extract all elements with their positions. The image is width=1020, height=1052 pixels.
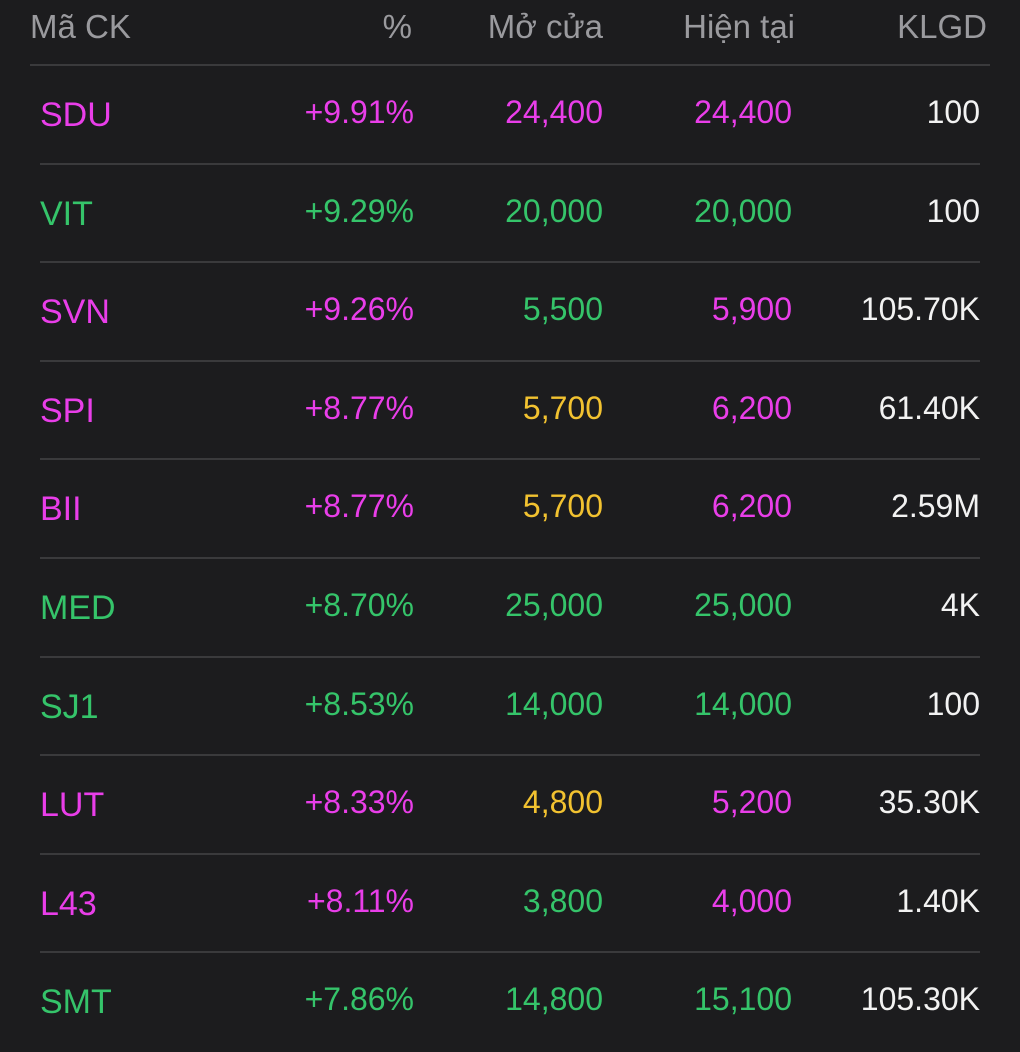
- stock-symbol: SPI: [40, 391, 95, 430]
- trading-volume: 1.40K: [896, 882, 980, 919]
- table-row[interactable]: LUT +8.33% 4,800 5,200 35.30K: [0, 756, 1020, 855]
- column-header-symbol[interactable]: Mã CK: [30, 8, 131, 45]
- column-header-current[interactable]: Hiện tại: [683, 8, 795, 45]
- row-divider: [40, 261, 980, 264]
- trading-volume: 100: [926, 94, 980, 130]
- open-price: 3,800: [522, 882, 603, 919]
- stock-symbol: SDU: [40, 96, 112, 134]
- trading-volume: 100: [926, 192, 980, 229]
- current-price: 15,100: [694, 981, 792, 1018]
- current-price: 14,000: [694, 685, 792, 722]
- open-price: 24,400: [505, 94, 603, 130]
- open-price: 5,500: [522, 291, 603, 328]
- current-price: 4,000: [711, 882, 792, 919]
- row-divider: [40, 852, 980, 855]
- table-row[interactable]: SDU +9.91% 24,400 24,400 100: [0, 66, 1020, 165]
- percent-change: +8.77%: [304, 488, 414, 525]
- trading-volume: 105.30K: [860, 981, 980, 1018]
- row-divider: [40, 162, 980, 165]
- stock-symbol: BII: [40, 490, 82, 529]
- column-header-open[interactable]: Mở cửa: [487, 8, 603, 45]
- percent-change: +8.53%: [304, 685, 414, 722]
- percent-change: +7.86%: [304, 981, 414, 1018]
- stock-table-body: SDU +9.91% 24,400 24,400 100 VIT +9.29% 20,000 2…: [0, 66, 1020, 1052]
- open-price: 25,000: [505, 586, 603, 623]
- trading-volume: 4K: [940, 586, 980, 623]
- table-row[interactable]: L43 +8.11% 3,800 4,000 1.40K: [0, 855, 1020, 954]
- trading-volume: 100: [926, 685, 980, 722]
- current-price: 6,200: [711, 488, 792, 525]
- stock-symbol: VIT: [40, 194, 93, 233]
- open-price: 14,000: [505, 685, 603, 722]
- current-price: 25,000: [694, 586, 792, 623]
- row-divider: [40, 951, 980, 954]
- row-divider: [40, 655, 980, 658]
- percent-change: +8.11%: [306, 882, 414, 919]
- table-row[interactable]: MED +8.70% 25,000 25,000 4K: [0, 559, 1020, 658]
- percent-change: +9.91%: [304, 94, 414, 130]
- percent-change: +8.77%: [304, 389, 414, 426]
- row-divider: [40, 754, 980, 757]
- row-divider: [40, 458, 980, 461]
- open-price: 4,800: [522, 784, 603, 821]
- column-header-percent[interactable]: %: [382, 8, 412, 45]
- table-row[interactable]: BII +8.77% 5,700 6,200 2.59M: [0, 460, 1020, 559]
- open-price: 14,800: [505, 981, 603, 1018]
- stock-symbol: MED: [40, 588, 116, 627]
- open-price: 20,000: [505, 192, 603, 229]
- percent-change: +9.26%: [304, 291, 414, 328]
- percent-change: +8.70%: [304, 586, 414, 623]
- current-price: 5,900: [711, 291, 792, 328]
- stock-symbol: SVN: [40, 293, 110, 332]
- table-header: Mã CK % Mở cửa Hiện tại KLGD: [30, 0, 990, 66]
- trading-volume: 61.40K: [878, 389, 980, 426]
- trading-volume: 105.70K: [860, 291, 980, 328]
- stock-symbol: SJ1: [40, 687, 99, 726]
- current-price: 6,200: [711, 389, 792, 426]
- percent-change: +8.33%: [304, 784, 414, 821]
- row-divider: [40, 556, 980, 559]
- column-header-volume[interactable]: KLGD: [897, 8, 987, 45]
- trading-volume: 35.30K: [878, 784, 980, 821]
- row-divider: [40, 359, 980, 362]
- stock-symbol: SMT: [40, 983, 112, 1022]
- percent-change: +9.29%: [304, 192, 414, 229]
- table-row[interactable]: SVN +9.26% 5,500 5,900 105.70K: [0, 263, 1020, 362]
- stock-symbol: L43: [40, 884, 97, 923]
- table-row[interactable]: VIT +9.29% 20,000 20,000 100: [0, 165, 1020, 264]
- current-price: 5,200: [711, 784, 792, 821]
- current-price: 24,400: [694, 94, 792, 130]
- current-price: 20,000: [694, 192, 792, 229]
- stock-symbol: LUT: [40, 786, 105, 825]
- table-row[interactable]: SMT +7.86% 14,800 15,100 105.30K: [0, 953, 1020, 1052]
- table-row[interactable]: SPI +8.77% 5,700 6,200 61.40K: [0, 362, 1020, 461]
- table-row[interactable]: SJ1 +8.53% 14,000 14,000 100: [0, 658, 1020, 757]
- trading-volume: 2.59M: [891, 488, 980, 525]
- open-price: 5,700: [522, 488, 603, 525]
- open-price: 5,700: [522, 389, 603, 426]
